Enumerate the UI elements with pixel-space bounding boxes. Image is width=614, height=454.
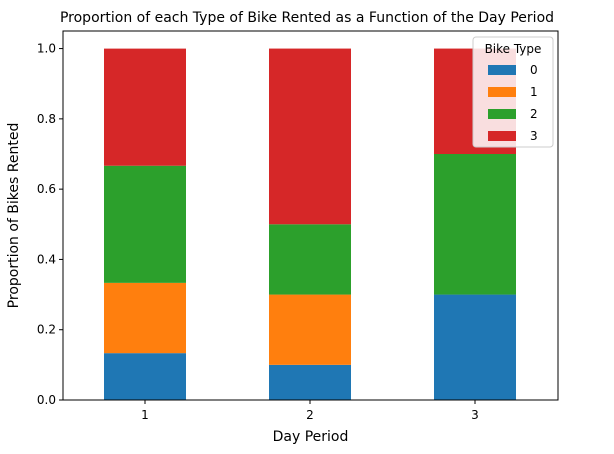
legend-label-1: 1	[530, 85, 538, 99]
legend-swatch-3	[488, 131, 516, 141]
legend-swatch-1	[488, 87, 516, 97]
plot-frame	[62, 30, 559, 401]
legend-label-2: 2	[530, 107, 538, 121]
bar-segment-period-1-type-2	[104, 165, 186, 283]
y-tick-label: 0.8	[37, 112, 56, 126]
bars-group	[104, 48, 516, 400]
legend-title: Bike Type	[485, 42, 542, 56]
legend: Bike Type 0 1 2 3	[472, 36, 554, 148]
bar-segment-period-1-type-3	[104, 48, 186, 166]
bar-segment-period-3-type-2	[434, 154, 516, 295]
bar-segment-period-1-type-0	[104, 353, 186, 400]
bar-segment-period-3-type-0	[434, 294, 516, 400]
legend-label-0: 0	[530, 63, 538, 77]
bar-segment-period-2-type-2	[269, 224, 351, 295]
bar-segment-period-2-type-0	[269, 364, 351, 400]
bar-segment-period-2-type-1	[269, 294, 351, 365]
x-axis-ticks: 1 2 3	[141, 400, 479, 422]
y-tick-label: 0.6	[37, 182, 56, 196]
y-axis-title: Proportion of Bikes Rented	[6, 123, 22, 309]
y-tick-label: 0.2	[37, 323, 56, 337]
y-tick-label: 0.4	[37, 252, 56, 266]
x-axis-title: Day Period	[273, 429, 349, 445]
y-tick-label: 1.0	[37, 42, 56, 56]
chart-title: Proportion of each Type of Bike Rented a…	[60, 10, 554, 26]
legend-swatch-0	[488, 65, 516, 75]
legend-label-3: 3	[530, 129, 538, 143]
x-tick-label: 2	[306, 408, 314, 422]
bar-segment-period-1-type-1	[104, 282, 186, 354]
x-tick-label: 3	[471, 408, 479, 422]
x-tick-label: 1	[141, 408, 149, 422]
bar-segment-period-2-type-3	[269, 48, 351, 225]
y-axis-ticks: 0.0 0.2 0.4 0.6 0.8 1.0	[37, 42, 63, 407]
legend-swatch-2	[488, 109, 516, 119]
y-tick-label: 0.0	[37, 393, 56, 407]
